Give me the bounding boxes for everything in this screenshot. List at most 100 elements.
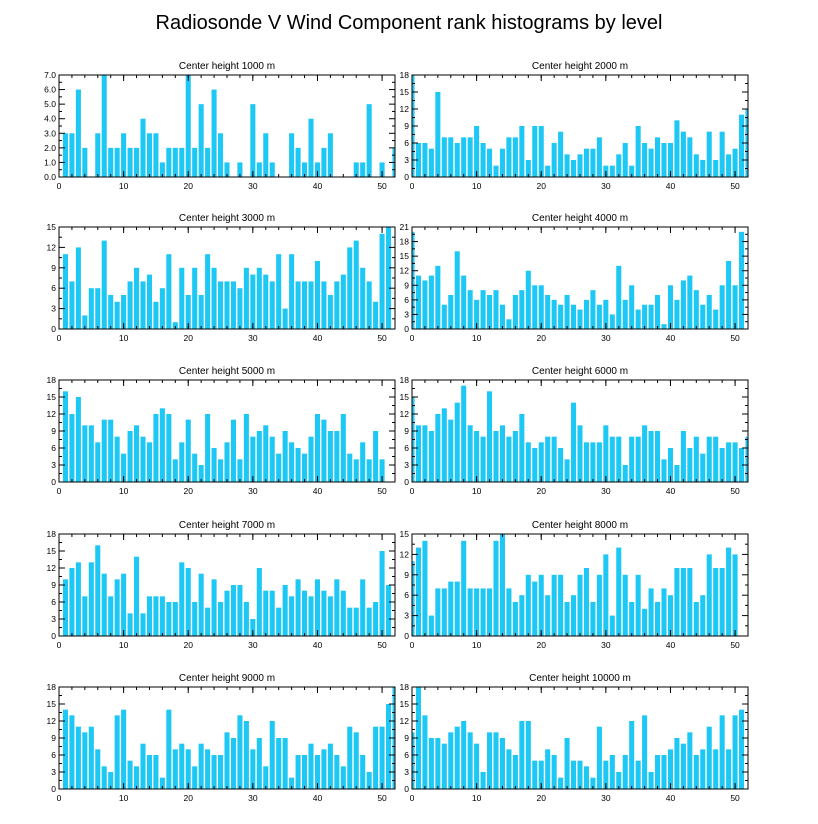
x-tick-label: 20 (536, 640, 546, 650)
x-tick-label: 30 (601, 333, 611, 343)
y-tick-label: 2.0 (44, 143, 56, 153)
histogram-bar (571, 160, 577, 177)
histogram-bar (379, 459, 385, 482)
histogram-bar (577, 574, 583, 636)
y-tick-label: 9 (51, 263, 56, 273)
histogram-bar (493, 540, 499, 636)
x-tick-label: 10 (119, 640, 129, 650)
histogram-bar (648, 148, 654, 177)
histogram-bar (386, 227, 392, 329)
histogram-bar (237, 288, 243, 329)
histogram-bar (577, 154, 583, 177)
histogram-bar (719, 285, 725, 329)
histogram-bar (250, 436, 256, 482)
histogram-bar (706, 726, 712, 789)
y-tick-label: 3 (404, 767, 409, 777)
histogram-bar (146, 442, 152, 482)
histogram-bar (506, 319, 512, 329)
histogram-bar (263, 425, 269, 482)
panel-title: Center height 8000 m (532, 520, 628, 531)
y-tick-label: 5.0 (44, 99, 56, 109)
histogram-bar (334, 431, 340, 482)
histogram-bar (340, 274, 346, 329)
x-tick-label: 0 (410, 640, 415, 650)
histogram-bar (661, 143, 667, 177)
histogram-bar (739, 114, 745, 177)
histogram-bar (558, 131, 564, 177)
histogram-bar (506, 137, 512, 177)
histogram-bar (101, 419, 107, 482)
x-tick-label: 30 (601, 181, 611, 191)
histogram-bar (487, 148, 493, 177)
histogram-bar (713, 160, 719, 177)
histogram-bar (448, 732, 454, 789)
histogram-bar (732, 442, 738, 482)
histogram-bar (166, 709, 172, 789)
x-tick-label: 50 (377, 793, 387, 803)
histogram-bar (642, 715, 648, 789)
histogram-bar (230, 585, 236, 636)
histogram-bar (62, 709, 68, 789)
y-tick-label: 3 (404, 460, 409, 470)
histogram-bar (609, 314, 615, 329)
histogram-bar (719, 715, 725, 789)
histogram-bar (726, 749, 732, 789)
y-tick-label: 12 (47, 409, 57, 419)
x-tick-label: 40 (313, 793, 323, 803)
histogram-bar (519, 126, 525, 177)
x-tick-label: 40 (666, 793, 676, 803)
histogram-bar (538, 285, 544, 329)
histogram-bar (211, 89, 217, 177)
histogram-panel: Center height 5000 m 0 10 20 30 40 50 0 3 6 9 12 15 1… (47, 366, 396, 496)
histogram-bar (583, 568, 589, 636)
histogram-bar (276, 607, 282, 636)
histogram-bar (667, 285, 673, 329)
histogram-bar (441, 408, 447, 482)
x-tick-label: 20 (183, 333, 193, 343)
histogram-bar (532, 126, 538, 177)
y-tick-label: 15 (47, 546, 57, 556)
histogram-bar (732, 148, 738, 177)
histogram-bar (134, 766, 140, 789)
histogram-bar (590, 148, 596, 177)
histogram-bar (179, 562, 185, 636)
x-tick-label: 40 (666, 640, 676, 650)
x-tick-label: 50 (730, 181, 740, 191)
histogram-bar (108, 147, 114, 177)
histogram-bar (467, 290, 473, 329)
histogram-bar (603, 554, 609, 636)
histogram-bar (454, 143, 460, 177)
histogram-bar (428, 275, 434, 329)
panel-title: Center height 1000 m (179, 61, 275, 72)
histogram-bar (726, 547, 732, 636)
panel-title: Center height 10000 m (529, 673, 631, 684)
histogram-bar (101, 766, 107, 789)
histogram-bar (532, 448, 538, 482)
panel-title: Center height 9000 m (179, 673, 275, 684)
histogram-bar (422, 425, 428, 482)
y-tick-label: 3 (51, 304, 56, 314)
y-tick-label: 6 (51, 750, 56, 760)
histogram-bar (302, 590, 308, 636)
y-tick-label: 15 (400, 392, 410, 402)
y-tick-label: 3.0 (44, 128, 56, 138)
histogram-bar (308, 281, 314, 329)
histogram-bar (687, 732, 693, 789)
histogram-bar (95, 749, 101, 789)
histogram-bar (218, 133, 224, 177)
histogram-bar (295, 579, 301, 636)
histogram-bar (114, 147, 120, 177)
x-tick-label: 30 (248, 640, 258, 650)
y-tick-label: 9 (404, 426, 409, 436)
histogram-bar (499, 738, 505, 789)
histogram-bar (435, 265, 441, 329)
histogram-bar (69, 281, 75, 329)
histogram-bar (648, 588, 654, 636)
histogram-bar (211, 448, 217, 482)
y-tick-label: 0 (404, 631, 409, 641)
histogram-bar (706, 295, 712, 329)
figure-title: Radiosonde V Wind Component rank histogr… (156, 12, 663, 34)
y-tick-label: 12 (400, 266, 410, 276)
histogram-bar (340, 414, 346, 482)
histogram-bar (719, 448, 725, 482)
